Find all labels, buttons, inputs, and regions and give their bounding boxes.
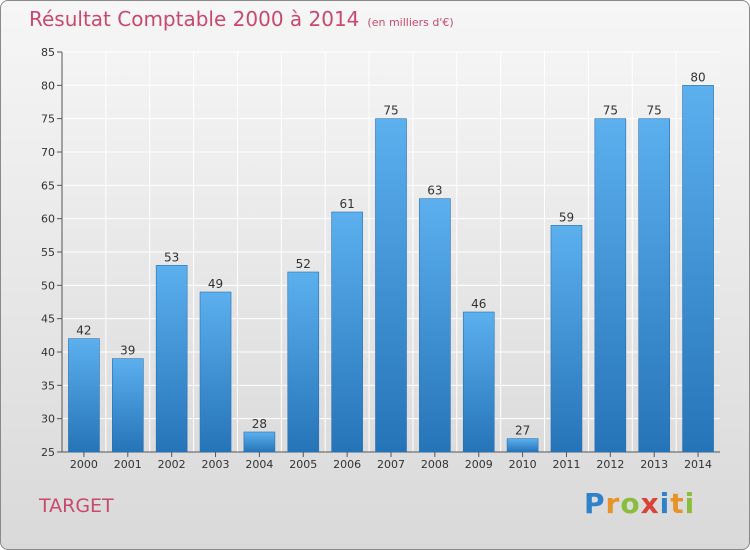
y-tick-label: 50 [41,279,55,292]
bar-value-label: 75 [603,104,618,118]
bar-value-label: 61 [339,197,354,211]
bar-value-label: 75 [647,104,662,118]
bar-value-label: 52 [296,257,311,271]
y-tick-label: 35 [41,379,55,392]
x-tick-label: 2006 [333,458,361,471]
bar-2012 [594,118,627,453]
y-tick-label: 55 [41,246,55,259]
y-tick-label: 30 [41,413,55,426]
x-tick-label: 2012 [596,458,624,471]
chart-title: Résultat Comptable 2000 à 2014 [29,7,360,31]
logo-letter: r [605,487,621,520]
bar-value-label: 39 [120,344,135,358]
chart-subtitle: (en milliers d'€) [367,16,454,29]
bar-2004 [243,431,276,453]
logo-letter: P [584,487,606,520]
bar-value-label: 46 [471,297,486,311]
logo-letter: i [684,487,696,520]
company-name: TARGET [39,495,114,517]
x-tick-label: 2011 [552,458,580,471]
logo-letter: x [640,487,660,520]
x-tick-label: 2009 [465,458,493,471]
x-tick-label: 2005 [289,458,317,471]
chart-title-block: Résultat Comptable 2000 à 2014 (en millie… [29,7,454,31]
logo-letter: i [659,487,671,520]
x-tick-label: 2014 [684,458,712,471]
x-tick-label: 2002 [158,458,186,471]
bar-2009 [462,311,495,453]
bar-value-label: 42 [76,324,91,338]
x-tick-label: 2003 [202,458,230,471]
proxiti-logo: Proxiti [584,487,695,520]
y-tick-label: 25 [41,446,55,459]
bar-2011 [550,225,583,453]
y-tick-label: 40 [41,346,55,359]
x-tick-label: 2000 [70,458,98,471]
bar-2008 [419,198,451,453]
x-tick-label: 2008 [421,458,449,471]
bar-2013 [638,118,671,453]
bar-value-label: 53 [164,250,179,264]
bar-value-label: 28 [252,417,267,431]
y-tick-label: 75 [41,113,55,126]
bar-2003 [199,291,232,453]
bar-2005 [287,271,320,453]
bar-2010 [506,438,539,453]
bar-value-label: 63 [427,184,442,198]
bar-value-label: 80 [690,70,705,84]
y-tick-label: 65 [41,179,55,192]
bar-2014 [682,85,714,453]
x-tick-label: 2010 [509,458,537,471]
bar-2001 [112,358,144,453]
x-tick-label: 2001 [114,458,142,471]
logo-letter: t [670,487,685,520]
bar-value-label: 27 [515,424,530,438]
x-tick-label: 2004 [245,458,273,471]
y-tick-label: 85 [41,46,55,59]
x-tick-label: 2013 [640,458,668,471]
bar-value-label: 59 [559,210,574,224]
y-tick-label: 45 [41,313,55,326]
logo-letter: o [620,487,641,520]
x-tick-label: 2007 [377,458,405,471]
bar-2002 [155,265,188,453]
bar-2000 [68,338,100,453]
bar-2007 [375,118,407,453]
y-tick-label: 70 [41,146,55,159]
bar-2006 [331,211,363,453]
y-tick-label: 80 [41,79,55,92]
bar-value-label: 75 [383,104,398,118]
y-tick-label: 60 [41,213,55,226]
bar-value-label: 49 [208,277,223,291]
